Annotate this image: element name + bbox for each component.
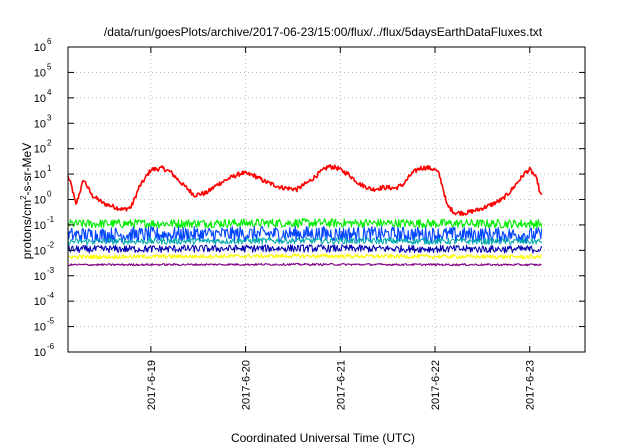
x-tick-label: 2017-6-21 — [335, 360, 347, 410]
y-tick-label: 10 — [34, 296, 46, 308]
y-tick-label: 10 — [34, 144, 46, 156]
y-tick-exponent: -2 — [47, 240, 55, 249]
series-line — [67, 262, 542, 267]
y-tick-label: 10 — [34, 195, 46, 207]
series-line — [67, 225, 543, 243]
y-tick-exponent: 2 — [47, 139, 52, 148]
plot-frame — [67, 46, 586, 353]
series-lines — [67, 164, 543, 267]
chart-title: /data/run/goesPlots/archive/2017-06-23/1… — [104, 25, 543, 39]
y-tick-label: 10 — [34, 220, 46, 232]
y-tick-exponent: -4 — [47, 291, 55, 300]
y-tick-exponent: 6 — [47, 37, 52, 46]
y-tick-label: 10 — [34, 93, 46, 105]
y-tick-label: 10 — [34, 347, 46, 359]
x-tick-label: 2017-6-22 — [430, 360, 442, 410]
y-tick-label: 10 — [34, 322, 46, 334]
y-axis: 10-610-510-410-310-210-11001011021031041… — [34, 37, 585, 359]
series-line — [67, 237, 543, 246]
y-tick-exponent: 1 — [47, 164, 52, 173]
y-tick-exponent: -1 — [47, 215, 55, 224]
y-tick-label: 10 — [34, 271, 46, 283]
x-tick-label: 2017-6-19 — [146, 360, 158, 410]
series-line — [67, 164, 543, 216]
y-tick-exponent: 4 — [47, 88, 52, 97]
y-tick-exponent: 0 — [47, 190, 52, 199]
y-tick-exponent: -5 — [47, 317, 55, 326]
y-tick-exponent: 5 — [47, 62, 52, 71]
y-tick-exponent: 3 — [47, 113, 52, 122]
grid-lines — [68, 47, 585, 352]
series-line — [67, 253, 542, 260]
y-tick-exponent: -3 — [47, 266, 55, 275]
y-axis-label: protons/cm2-s-sr-MeV — [19, 143, 34, 259]
x-axis-label: Coordinated Universal Time (UTC) — [231, 431, 415, 445]
y-tick-label: 10 — [34, 118, 46, 130]
y-tick-label: 10 — [34, 245, 46, 257]
y-tick-label: 10 — [34, 67, 46, 79]
x-axis: 2017-6-19 2017-6-20 2017-6-21 2017-6-22 2017… — [146, 47, 537, 410]
series-line — [67, 244, 543, 254]
y-tick-label: 10 — [34, 169, 46, 181]
y-tick-label: 10 — [34, 42, 46, 54]
y-tick-exponent: -6 — [47, 342, 55, 351]
series-line — [67, 217, 543, 229]
x-tick-label: 2017-6-20 — [241, 360, 253, 410]
x-tick-label: 2017-6-23 — [525, 360, 537, 410]
